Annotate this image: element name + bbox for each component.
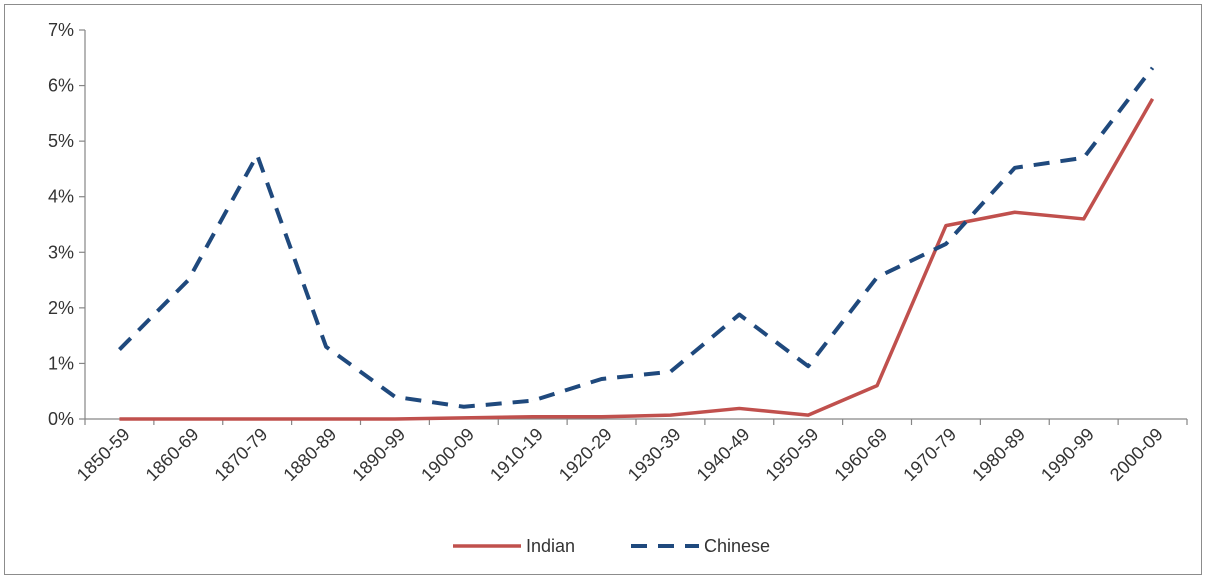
y-tick-label: 0% <box>48 409 74 429</box>
legend-label-chinese: Chinese <box>704 536 770 556</box>
x-tick-label: 1960-69 <box>830 424 891 485</box>
legend-label-indian: Indian <box>526 536 575 556</box>
x-tick-label: 1870-79 <box>211 424 272 485</box>
x-tick-label: 1880-89 <box>279 424 340 485</box>
chart-frame: 0% 1% 2% 3% 4% 5% 6% 7% 1850-59 1860-69 1870-79 18… <box>4 4 1202 575</box>
y-tick-label: 1% <box>48 353 74 373</box>
y-tick-label: 7% <box>48 20 74 40</box>
line-chart: 0%1%2%3%4%5%6%7% 1850-59 1860-69 1870-79 18… <box>48 20 1188 556</box>
x-tick-label: 1920-29 <box>555 424 616 485</box>
y-tick-label: 3% <box>48 242 74 262</box>
series-line-indian <box>119 98 1155 421</box>
series-lines <box>118 66 1155 421</box>
x-tick-label: 1890-99 <box>348 424 409 485</box>
x-tick-label: 1980-89 <box>968 424 1029 485</box>
series-line-chinese <box>118 66 1155 409</box>
y-tick-label: 4% <box>48 187 74 207</box>
x-tick-label: 1970-79 <box>899 424 960 485</box>
x-tick-label: 1910-19 <box>486 424 547 485</box>
x-tick-label: 1850-59 <box>73 424 134 485</box>
x-tick-label: 1860-69 <box>142 424 203 485</box>
x-tick-label: 2000-09 <box>1106 424 1167 485</box>
x-tick-label: 1940-49 <box>693 424 754 485</box>
y-axis: 0% 1% 2% 3% 4% 5% 6% 7% <box>48 20 86 429</box>
legend: Indian Chinese <box>453 536 770 556</box>
x-tick-label: 1930-39 <box>624 424 685 485</box>
x-tick-label: 1990-99 <box>1037 424 1098 485</box>
x-tick-label: 1950-59 <box>762 424 823 485</box>
x-tick-label: 1900-09 <box>417 424 478 485</box>
y-tick-label: 2% <box>48 298 74 318</box>
y-tick-label: 5% <box>48 131 74 151</box>
x-axis: 1850-59 1860-69 1870-79 1880-89 1890-99 1900-… <box>73 418 1188 485</box>
y-tick-label: 6% <box>48 76 74 96</box>
